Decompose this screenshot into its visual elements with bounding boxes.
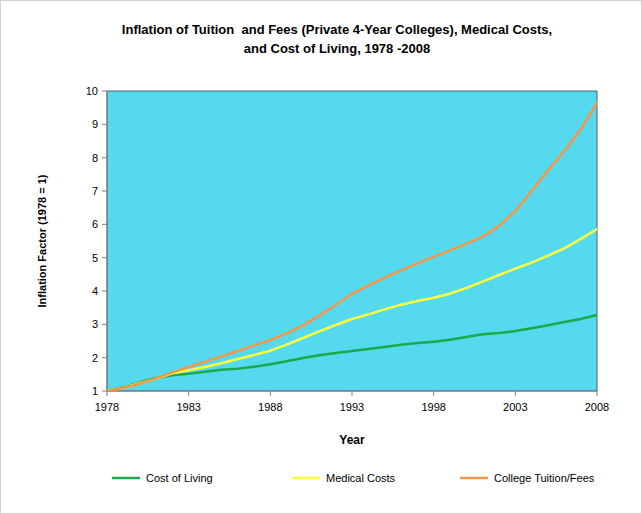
y-tick <box>102 91 107 92</box>
series-group <box>107 103 597 391</box>
x-tick <box>270 391 271 396</box>
x-axis-title: Year <box>339 433 365 447</box>
plot-area <box>107 91 597 391</box>
x-tick-label: 1998 <box>421 401 445 413</box>
title-line: Inflation of Tuition and Fees (Private 4… <box>122 22 552 37</box>
y-tick-label: 4 <box>92 285 98 297</box>
legend-label: Cost of Living <box>146 472 213 484</box>
y-tick <box>102 124 107 125</box>
x-tick-label: 1983 <box>176 401 200 413</box>
x-tick <box>352 391 353 396</box>
x-tick <box>433 391 434 396</box>
y-tick <box>102 391 107 392</box>
x-tick-label: 1988 <box>258 401 282 413</box>
y-tick-label: 10 <box>86 85 98 97</box>
y-tick-label: 6 <box>92 218 98 230</box>
series-line <box>107 103 597 391</box>
x-tick <box>107 391 108 396</box>
y-tick <box>102 224 107 225</box>
legend-swatch <box>112 477 140 480</box>
y-tick-label: 7 <box>92 185 98 197</box>
y-tick-label: 2 <box>92 352 98 364</box>
y-axis-title: Inflation Factor (1978 = 1) <box>36 174 48 307</box>
y-tick <box>102 191 107 192</box>
legend: Cost of Living Medical Costs College Tuiti… <box>112 472 595 484</box>
y-tick <box>102 357 107 358</box>
x-tick <box>188 391 189 396</box>
y-axis <box>107 91 108 391</box>
title: Inflation of Tuition and Fees (Private 4… <box>122 22 552 56</box>
legend-label: College Tuition/Fees <box>494 472 595 484</box>
legend-swatch <box>460 477 488 480</box>
chart: Inflation of Tuition and Fees (Private 4… <box>0 0 642 514</box>
y-tick-label: 3 <box>92 318 98 330</box>
x-tick-label: 1978 <box>95 401 119 413</box>
y-tick <box>102 324 107 325</box>
legend-swatch <box>292 477 320 480</box>
y-tick <box>102 257 107 258</box>
title-line: and Cost of Living, 1978 -2008 <box>244 41 430 56</box>
x-tick-label: 2008 <box>585 401 609 413</box>
x-tick <box>597 391 598 396</box>
x-tick <box>515 391 516 396</box>
y-tick-label: 5 <box>92 252 98 264</box>
chart-frame <box>1 1 642 514</box>
y-tick-label: 8 <box>92 152 98 164</box>
series-line <box>107 229 597 391</box>
y-tick <box>102 291 107 292</box>
y-tick <box>102 157 107 158</box>
series-line <box>107 315 597 391</box>
legend-label: Medical Costs <box>326 472 396 484</box>
y-tick-label: 1 <box>92 385 98 397</box>
x-tick-label: 1993 <box>340 401 364 413</box>
x-tick-label: 2003 <box>503 401 527 413</box>
y-tick-label: 9 <box>92 118 98 130</box>
